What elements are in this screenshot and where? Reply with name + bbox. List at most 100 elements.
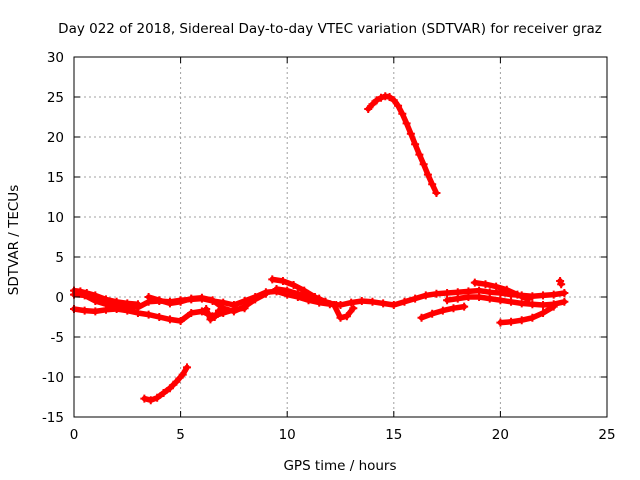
data-point [80,306,89,315]
data-point [176,317,185,325]
data-point [165,299,174,308]
series-late-high [470,278,533,304]
data-point [406,129,415,138]
data-point [146,396,155,405]
series-line [203,306,222,323]
data-point [101,295,110,304]
data-point [560,289,569,297]
data-point [549,290,558,299]
y-tick-label: -5 [51,330,64,346]
data-point [240,302,249,311]
data-point [278,277,287,285]
data-point [140,394,149,403]
x-tick-label: 20 [492,427,509,443]
series-arc-mid-2 [272,285,324,303]
data-point [502,285,511,294]
x-tick-label: 25 [598,427,615,443]
data-point [214,306,223,315]
data-point [229,307,238,316]
data-point [321,297,330,306]
data-point [460,302,469,311]
data-point [449,304,458,313]
data-point [159,389,168,397]
data-point [368,297,377,306]
data-point [485,294,494,303]
series-baseline-4 [144,289,270,316]
data-point [155,296,164,305]
data-point [82,289,91,297]
data-point [112,305,121,313]
data-point [443,289,452,297]
data-point [261,289,270,298]
data-point [372,96,381,105]
y-axis-label: SDTVAR / TECUs [6,185,22,295]
series-arc-high [364,92,441,197]
chart-title: Day 022 of 2018, Sidereal Day-to-day VTE… [58,21,602,37]
data-point [492,282,501,291]
data-point [428,180,437,189]
y-tick-label: 10 [47,210,64,226]
data-point [453,294,462,303]
y-tick-label: 25 [47,90,64,106]
series-arc-low [140,363,191,405]
data-point [415,150,424,159]
data-point [112,297,121,306]
data-point [517,316,526,325]
data-point [421,291,430,300]
data-point [144,310,153,319]
data-point [443,296,452,305]
y-tick-label: -10 [42,370,64,386]
data-point [364,105,373,113]
data-point [464,293,473,301]
data-point [428,309,437,318]
data-point [336,313,345,322]
data-point [202,305,211,313]
data-point [91,291,100,300]
x-tick-label: 5 [176,427,185,443]
x-tick-label: 10 [279,427,296,443]
data-point [528,313,537,322]
x-axis-label: GPS time / hours [283,458,396,474]
data-point [165,384,174,393]
data-point [377,93,386,102]
y-tick-label: 15 [47,170,64,186]
series-late-tail [496,302,558,327]
data-point [123,306,132,315]
data-point [560,297,569,306]
series-line [497,303,557,326]
data-point [133,300,142,309]
data-point [438,306,447,315]
data-point [528,292,537,301]
series-baseline-3 [70,286,142,309]
data-point [402,119,411,128]
data-point [481,280,490,289]
data-point [470,278,479,287]
data-point [165,315,174,324]
data-point [91,307,100,316]
data-point [197,293,206,302]
data-point [133,309,142,317]
data-point [423,170,432,179]
data-point [417,313,426,322]
data-point [507,297,516,306]
data-point [251,295,260,304]
data-point [432,189,441,197]
y-tick-label: 20 [47,130,64,146]
data-point [210,313,219,321]
data-point [349,304,358,313]
data-point [389,96,398,105]
data-point [357,297,366,305]
data-point [496,318,505,327]
series-dip-12 [330,301,358,322]
y-tick-label: 0 [55,290,64,306]
data-point [400,297,409,306]
data-point [539,301,548,309]
data-point [524,295,533,304]
data-point [385,93,394,101]
data-point [176,297,185,306]
series-tick-22 [556,277,566,289]
x-tick-label: 0 [70,427,79,443]
grid-lines [74,57,607,417]
data-point [187,309,196,317]
y-tick-labels: -15 -10 -5 0 5 10 15 20 25 30 [42,50,64,426]
